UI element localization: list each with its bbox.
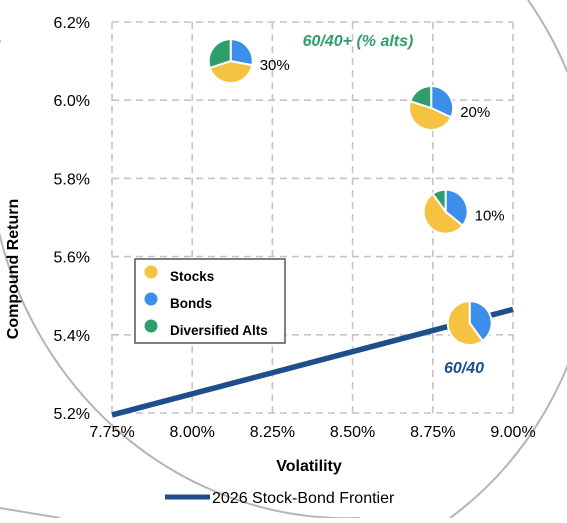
legend-marker-stocks bbox=[144, 265, 158, 279]
frontier-legend: 2026 Stock-Bond Frontier bbox=[165, 490, 395, 507]
x-tick-label: 8.00% bbox=[170, 424, 215, 441]
portfolio-pie: 20% bbox=[408, 85, 490, 131]
right-arc bbox=[449, 0, 567, 519]
pie-label: 20% bbox=[460, 104, 490, 121]
pie-slice-alts bbox=[431, 188, 447, 215]
x-tick-label: 9.00% bbox=[490, 424, 535, 441]
pie-slice-bonds bbox=[444, 188, 469, 228]
frontier-line bbox=[111, 306, 514, 418]
frontier-legend-label: 2026 Stock-Bond Frontier bbox=[212, 490, 395, 507]
pie-slice-stocks bbox=[408, 99, 453, 131]
y-tick-label: 6.0% bbox=[54, 93, 90, 110]
x-tick-label: 8.50% bbox=[330, 424, 375, 441]
x-tick-label: 8.25% bbox=[250, 424, 295, 441]
legend-frame bbox=[134, 258, 286, 344]
y-tick-label: 5.2% bbox=[54, 406, 90, 423]
legend-entries: Stocks Bonds Diversified Alts bbox=[144, 265, 268, 338]
portfolio-pie: 30% bbox=[207, 38, 290, 85]
y-tick-label: 5.4% bbox=[54, 328, 90, 345]
tick-labels: 7.75% 8.00% 8.25% 8.50% 8.75% 9.00% 5.2% 5.4% 5.… bbox=[54, 15, 536, 441]
pie-slice-stocks bbox=[446, 300, 485, 347]
pie-label: 30% bbox=[260, 57, 290, 74]
y-tick-label: 6.2% bbox=[54, 15, 90, 32]
corner-arc bbox=[0, 507, 61, 519]
alts-annotation: 60/40+ (% alts) bbox=[303, 33, 414, 50]
portfolio-pies: 10% 20% 30% bbox=[207, 38, 505, 347]
portfolio-pie bbox=[446, 300, 493, 347]
x-tick-label: 7.75% bbox=[89, 424, 134, 441]
portfolio-pie: 10% bbox=[422, 188, 505, 235]
x-axis-title: Volatility bbox=[276, 458, 342, 475]
legend: Stocks Bonds Diversified Alts bbox=[134, 258, 286, 344]
legend-label-bonds: Bonds bbox=[170, 296, 212, 311]
pie-slice-alts bbox=[409, 85, 433, 110]
pie-slice-alts bbox=[207, 38, 232, 70]
legend-marker-alts bbox=[144, 319, 158, 333]
legend-label-alts: Diversified Alts bbox=[170, 323, 268, 338]
pie-slice-stocks bbox=[422, 192, 464, 235]
left-arc bbox=[0, 40, 361, 520]
pie-label: 10% bbox=[475, 208, 505, 225]
pie-slice-bonds bbox=[468, 300, 493, 343]
y-axis-title: Compound Return bbox=[5, 199, 22, 339]
pie-slice-stocks bbox=[208, 60, 254, 85]
y-tick-label: 5.6% bbox=[54, 250, 90, 267]
x-tick-label: 8.75% bbox=[410, 424, 455, 441]
legend-marker-bonds bbox=[144, 292, 158, 306]
frontier-layer bbox=[111, 306, 514, 418]
pie-slice-bonds bbox=[229, 38, 254, 67]
sixty-forty-annotation: 60/40 bbox=[444, 360, 484, 377]
legend-label-stocks: Stocks bbox=[170, 269, 214, 284]
y-tick-label: 5.8% bbox=[54, 171, 90, 188]
